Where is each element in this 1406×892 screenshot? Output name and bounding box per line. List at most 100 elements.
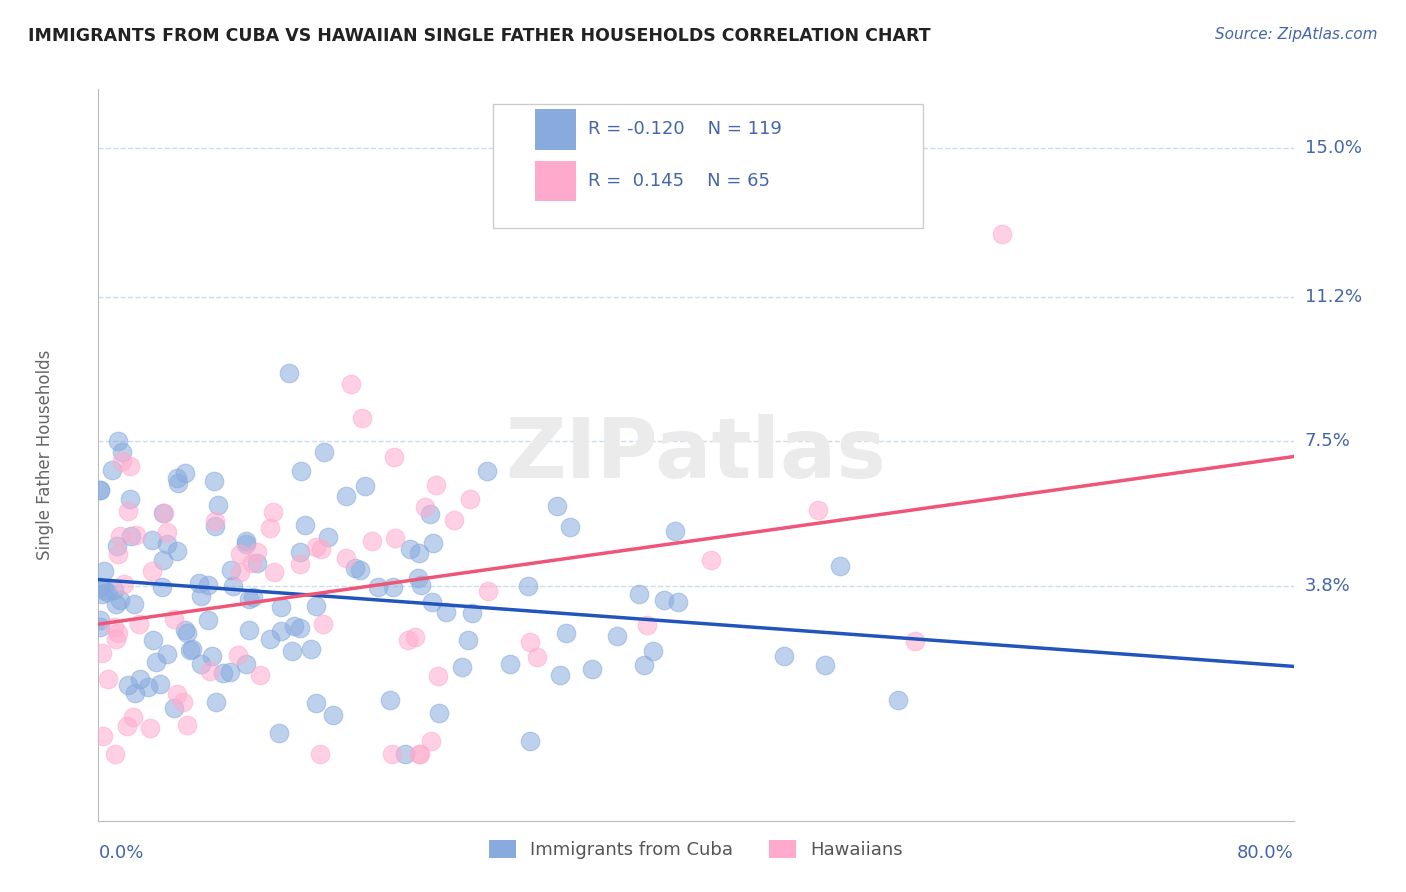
Point [548, 668, 571, 682]
Point [558, 520, 581, 534]
Point [138, 721, 160, 735]
Point [124, 597, 146, 611]
Point [120, 459, 142, 474]
Point [404, 631, 426, 645]
Point [335, 489, 357, 503]
Point [290, 464, 312, 478]
Point [652, 593, 675, 607]
Point [477, 584, 499, 599]
Point [235, 657, 257, 671]
Point [176, 718, 198, 732]
Point [242, 556, 264, 570]
Point [419, 734, 441, 748]
Point [408, 546, 430, 560]
Point [105, 597, 128, 611]
Point [89, 580, 111, 594]
Point [152, 506, 174, 520]
Point [163, 612, 186, 626]
Point [89, 483, 111, 497]
Text: 0.0%: 0.0% [98, 844, 143, 862]
Point [235, 536, 257, 550]
Point [270, 624, 292, 639]
Point [406, 571, 429, 585]
Point [411, 577, 433, 591]
Point [434, 605, 457, 619]
Point [91, 730, 114, 744]
Point [179, 642, 201, 657]
Point [150, 580, 173, 594]
Point [519, 635, 541, 649]
Point [773, 649, 796, 664]
Point [378, 693, 401, 707]
Point [290, 557, 312, 571]
Point [107, 625, 129, 640]
Point [427, 669, 450, 683]
Text: 80.0%: 80.0% [1237, 844, 1294, 862]
Point [122, 710, 145, 724]
Point [229, 566, 252, 580]
Point [384, 531, 406, 545]
Point [197, 613, 219, 627]
Point [173, 623, 195, 637]
Point [305, 540, 328, 554]
Point [235, 533, 257, 548]
Point [104, 747, 127, 761]
Point [699, 553, 721, 567]
Point [89, 619, 111, 633]
Point [361, 534, 384, 549]
Point [335, 550, 357, 565]
Text: Single Father Households: Single Father Households [35, 350, 53, 560]
Point [107, 434, 129, 449]
Point [425, 478, 447, 492]
Point [142, 632, 165, 647]
Point [156, 524, 179, 539]
Point [461, 606, 484, 620]
Point [115, 719, 138, 733]
Point [108, 529, 131, 543]
Point [100, 463, 122, 477]
Point [299, 641, 322, 656]
Point [262, 505, 284, 519]
Point [399, 542, 422, 557]
Point [105, 632, 128, 646]
Point [172, 695, 194, 709]
Point [290, 545, 312, 559]
Point [283, 619, 305, 633]
Point [93, 564, 115, 578]
Point [339, 377, 361, 392]
Point [420, 595, 443, 609]
Text: 11.2%: 11.2% [1305, 287, 1362, 305]
Point [343, 561, 366, 575]
Point [89, 613, 111, 627]
Text: R = -0.120    N = 119: R = -0.120 N = 119 [589, 120, 782, 138]
Point [546, 499, 568, 513]
Point [228, 648, 250, 662]
FancyBboxPatch shape [534, 110, 576, 150]
Point [153, 506, 176, 520]
Text: Source: ZipAtlas.com: Source: ZipAtlas.com [1215, 27, 1378, 42]
Point [167, 476, 190, 491]
Point [451, 659, 474, 673]
Point [163, 701, 186, 715]
Point [149, 677, 172, 691]
Point [89, 483, 111, 497]
Point [281, 643, 304, 657]
Point [242, 590, 264, 604]
FancyBboxPatch shape [494, 103, 924, 228]
Point [156, 536, 179, 550]
Point [129, 672, 152, 686]
Point [322, 707, 344, 722]
Point [641, 644, 664, 658]
Point [166, 544, 188, 558]
Point [238, 592, 260, 607]
Point [136, 680, 159, 694]
Point [904, 634, 927, 648]
Point [176, 626, 198, 640]
Point [259, 521, 281, 535]
Point [457, 632, 479, 647]
Point [212, 665, 235, 680]
Point [114, 577, 136, 591]
Point [991, 227, 1014, 241]
Point [408, 747, 430, 761]
Point [288, 620, 311, 634]
